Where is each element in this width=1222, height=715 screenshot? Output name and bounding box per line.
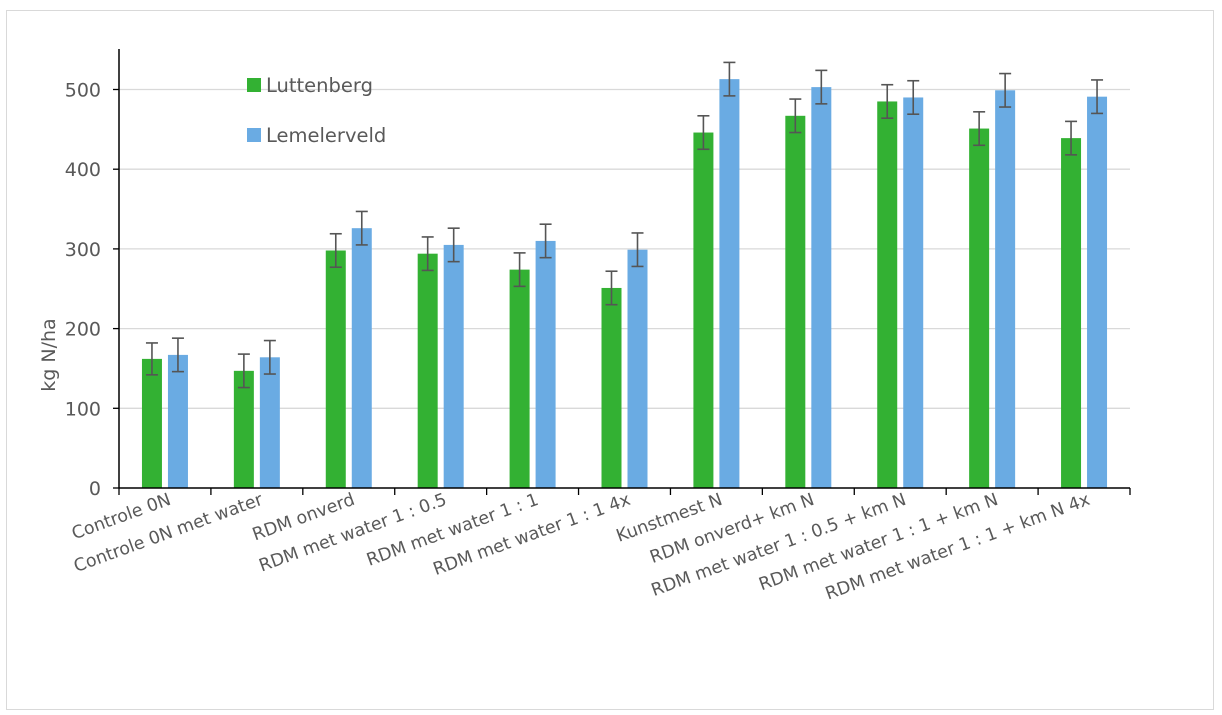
axes <box>113 49 1131 495</box>
bar-luttenberg <box>325 250 346 488</box>
error-bar <box>789 98 802 134</box>
error-bar <box>145 342 158 376</box>
y-tick-label: 300 <box>65 239 101 261</box>
error-bar <box>605 270 618 306</box>
bar-lemelerveld <box>811 87 832 488</box>
error-bar <box>881 83 894 119</box>
bar-lemelerveld <box>167 354 188 488</box>
bar-luttenberg <box>1061 138 1082 488</box>
error-bar <box>907 79 920 116</box>
legend-swatch <box>247 128 261 142</box>
bar-luttenberg <box>785 115 806 489</box>
bar-lemelerveld <box>351 228 372 489</box>
error-bar <box>973 111 986 147</box>
error-bar <box>539 223 552 259</box>
bars <box>141 79 1108 489</box>
y-axis-label: kg N/ha <box>38 318 60 391</box>
error-bar <box>999 72 1012 108</box>
error-bar <box>697 115 710 151</box>
error-bar <box>171 337 184 373</box>
bar-luttenberg <box>509 269 530 488</box>
error-bars <box>145 61 1104 389</box>
error-bar <box>237 353 250 389</box>
error-bar <box>421 236 434 272</box>
legend: Luttenberg Lemelerveld <box>247 74 386 147</box>
bar-luttenberg <box>417 253 438 488</box>
bar-luttenberg <box>233 370 254 488</box>
y-tick-label: 0 <box>89 478 101 500</box>
legend-label: Lemelerveld <box>266 124 386 147</box>
bar-luttenberg <box>969 128 990 489</box>
error-bar <box>1065 120 1078 156</box>
y-tick-labels: 0 100 200 300 400 500 <box>65 80 101 501</box>
bar-lemelerveld <box>535 240 556 488</box>
error-bar <box>1091 79 1104 115</box>
y-tick-label: 200 <box>65 319 101 341</box>
bar-lemelerveld <box>903 97 924 488</box>
y-tick-label: 400 <box>65 159 101 181</box>
error-bar <box>329 232 342 269</box>
error-bar <box>513 252 526 288</box>
bar-luttenberg <box>693 132 714 488</box>
gridlines <box>119 88 1130 409</box>
bar-luttenberg <box>877 101 898 488</box>
bar-lemelerveld <box>1087 96 1108 488</box>
bar-luttenberg <box>601 287 622 488</box>
legend-label: Luttenberg <box>266 74 373 97</box>
bar-lemelerveld <box>995 90 1016 488</box>
error-bar <box>631 232 644 268</box>
legend-swatch <box>247 78 261 92</box>
error-bar <box>815 69 828 105</box>
bar-lemelerveld <box>719 79 740 488</box>
error-bar <box>447 227 460 263</box>
error-bar <box>355 210 368 246</box>
bar-luttenberg <box>141 358 162 488</box>
error-bar <box>263 339 276 375</box>
y-tick-label: 100 <box>65 398 101 420</box>
bar-lemelerveld <box>627 249 648 488</box>
error-bar <box>723 61 736 97</box>
bar-lemelerveld <box>443 244 464 488</box>
bar-lemelerveld <box>259 357 280 488</box>
y-tick-label: 500 <box>65 80 101 102</box>
